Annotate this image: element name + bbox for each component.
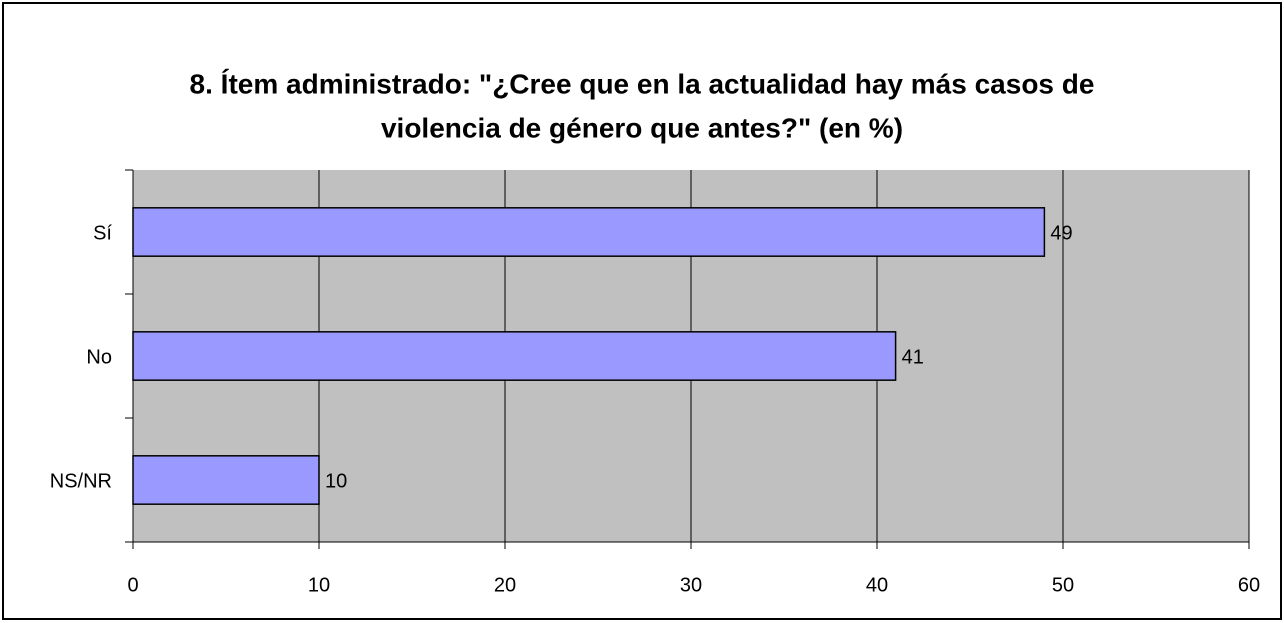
x-tick-label: 20 (494, 574, 516, 596)
x-tick-label: 0 (127, 574, 138, 596)
x-tick-label: 10 (308, 574, 330, 596)
data-label: 49 (1050, 222, 1072, 244)
x-tick-label: 60 (1238, 574, 1260, 596)
bar (132, 455, 320, 505)
y-tick-label: Sí (93, 222, 112, 244)
x-tick-label: 50 (1052, 574, 1074, 596)
data-label: 10 (325, 470, 347, 492)
x-tick-label: 30 (680, 574, 702, 596)
x-tick-label: 40 (866, 574, 888, 596)
chart-title: 8. Ítem administrado: "¿Cree que en la a… (190, 68, 1095, 99)
chart-title: violencia de género que antes?" (en %) (381, 112, 903, 143)
data-label: 41 (902, 346, 924, 368)
bar (132, 331, 897, 381)
y-tick-label: NS/NR (50, 470, 112, 492)
bar (132, 207, 1046, 257)
y-tick-label: No (86, 346, 112, 368)
